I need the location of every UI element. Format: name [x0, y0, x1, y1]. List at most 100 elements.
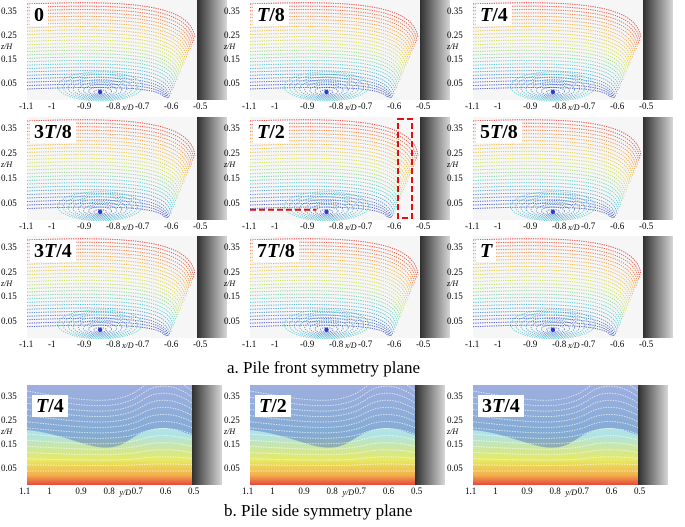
side-2-xtick: 0.5 [634, 486, 646, 496]
front-1-ytick: 0.25 [224, 30, 240, 40]
front-3-ytick: 0.35 [1, 123, 17, 134]
front-3-xtick: -0.5 [193, 221, 208, 231]
front-2-xtick: -0.5 [639, 101, 654, 111]
side-2-ylabel: z/H [447, 427, 459, 436]
side-1-ylabel: z/H [224, 427, 236, 436]
side-2-xlabel: y/D [565, 488, 578, 497]
side-2-xtick: 0.8 [549, 486, 561, 496]
front-6-xtick: -1.1 [19, 339, 34, 349]
front-panel-label: T/4 [476, 4, 512, 26]
front-5-xtick: -0.8 [552, 221, 567, 231]
front-5-xtick: -1.1 [465, 221, 480, 231]
caption-side: b. Pile side symmetry plane [224, 501, 413, 520]
front-6-ytick: 0.25 [1, 266, 17, 277]
front-1-xtick: -0.9 [300, 101, 315, 111]
front-0-ytick: 0.15 [1, 54, 17, 64]
front-2-ytick: 0.15 [447, 54, 463, 64]
side-0-xtick: 0.6 [159, 486, 172, 496]
front-panel-label: 7T/8 [253, 240, 299, 262]
front-5-ytick: 0.25 [447, 148, 463, 159]
front-7-xtick: -1 [271, 339, 279, 349]
front-0-xtick: -1.1 [19, 101, 34, 111]
front-4-ytick: 0.15 [224, 172, 240, 183]
front-4-xtick: -0.5 [416, 221, 431, 231]
pile [420, 236, 450, 338]
front-0-xtick: -0.5 [193, 101, 208, 111]
front-5-ylabel: z/H [447, 160, 459, 170]
side-1-xtick: 0.6 [382, 486, 395, 496]
front-4-xtick: -0.7 [358, 221, 373, 231]
front-3-xtick: -0.6 [164, 221, 179, 231]
front-2-ylabel: z/H [447, 42, 459, 51]
front-8-xtick: -0.5 [639, 339, 654, 349]
front-2-xtick: -1 [494, 101, 502, 111]
front-panel-8 [472, 236, 673, 340]
front-0-ytick: 0.25 [1, 30, 17, 40]
front-2-xtick: -1.1 [465, 101, 480, 111]
front-5-ytick: 0.15 [447, 172, 463, 183]
front-5-xlabel: x/D [568, 223, 580, 232]
front-panel-7 [249, 236, 450, 340]
front-7-ytick: 0.35 [224, 242, 240, 253]
front-0-xtick: -0.6 [164, 101, 179, 111]
front-4-xtick: -0.6 [387, 221, 402, 231]
front-1-xtick: -0.5 [416, 101, 431, 111]
front-8-xtick: -0.8 [552, 339, 567, 349]
front-5-xtick: -1 [494, 221, 502, 231]
front-1-ytick: 0.35 [224, 6, 240, 16]
front-8-xtick: -0.9 [523, 339, 538, 349]
front-5-ytick: 0.35 [447, 123, 463, 134]
side-2-xtick: 0.6 [605, 486, 618, 496]
front-1-xtick: -0.6 [387, 101, 402, 111]
front-5-xtick: -0.6 [610, 221, 625, 231]
front-2-ytick: 0.35 [447, 6, 463, 16]
front-8-xtick: -0.6 [610, 339, 625, 349]
front-5-xtick: -0.9 [523, 221, 538, 231]
side-0-ytick: 0.35 [1, 391, 17, 401]
front-panel-label: 3T/8 [30, 121, 76, 143]
front-8-ytick: 0.25 [447, 266, 463, 277]
front-4-xtick: -0.8 [329, 221, 344, 231]
front-6-ytick: 0.05 [1, 315, 17, 326]
front-8-ytick: 0.15 [447, 291, 463, 302]
side-panel-label: 3T/4 [478, 395, 524, 417]
side-2-ytick: 0.05 [447, 463, 463, 473]
side-2-xtick: 1 [493, 486, 498, 496]
side-1-ytick: 0.25 [224, 415, 240, 425]
front-1-ytick: 0.05 [224, 78, 240, 88]
front-6-xtick: -1 [48, 339, 56, 349]
front-6-xtick: -0.8 [106, 339, 121, 349]
front-3-ytick: 0.15 [1, 172, 17, 183]
front-8-ylabel: z/H [447, 278, 459, 288]
front-8-ytick: 0.05 [447, 315, 463, 326]
front-5-xtick: -0.5 [639, 221, 654, 231]
front-6-ytick: 0.15 [1, 291, 17, 302]
front-panel-2 [472, 0, 673, 102]
front-8-xtick: -1 [494, 339, 502, 349]
front-1-xtick: -1.1 [242, 101, 257, 111]
front-6-ytick: 0.35 [1, 242, 17, 253]
front-0-ytick: 0.05 [1, 78, 17, 88]
front-6-ylabel: z/H [1, 278, 13, 288]
front-7-xlabel: x/D [345, 341, 357, 350]
side-0-xtick: 0.9 [75, 486, 87, 496]
front-0-xtick: -0.8 [106, 101, 121, 111]
front-8-xlabel: x/D [568, 341, 580, 350]
front-panel-3 [26, 117, 227, 222]
pile [638, 385, 668, 485]
front-8-xtick: -0.7 [581, 339, 596, 349]
side-0-xtick: 0.7 [131, 486, 143, 496]
front-panel-label: 3T/4 [30, 240, 76, 262]
front-7-xtick: -0.5 [416, 339, 431, 349]
side-2-ytick: 0.15 [447, 439, 463, 449]
side-1-ytick: 0.35 [224, 391, 240, 401]
pile [192, 385, 222, 485]
front-4-xtick: -1.1 [242, 221, 257, 231]
front-7-xtick: -1.1 [242, 339, 257, 349]
front-0-xtick: -0.9 [77, 101, 92, 111]
front-4-xlabel: x/D [345, 223, 357, 232]
side-1-ytick: 0.05 [224, 463, 240, 473]
front-7-xtick: -0.8 [329, 339, 344, 349]
front-panel-1 [249, 0, 450, 102]
front-3-ylabel: z/H [1, 160, 13, 170]
